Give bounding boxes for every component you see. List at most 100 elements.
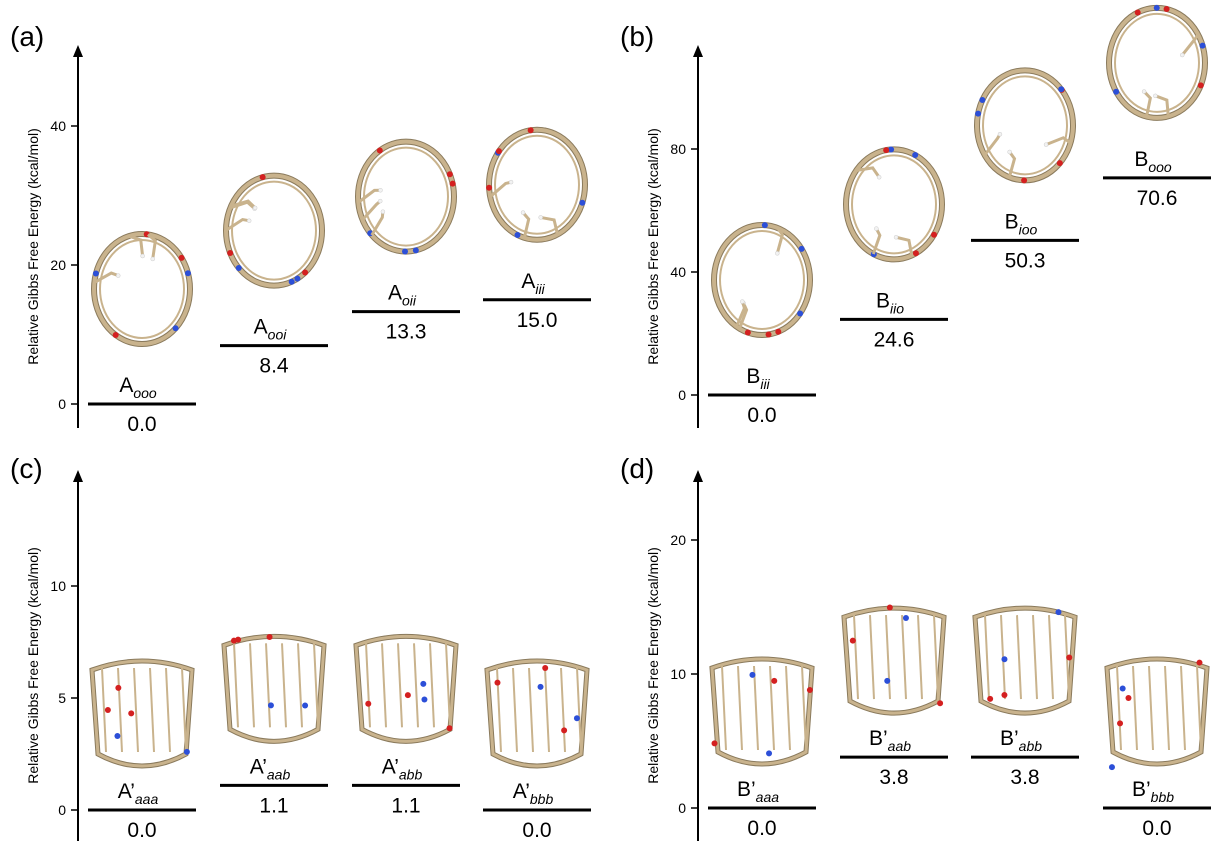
y-tick-label: 10 [50,578,66,594]
ring-bond [901,615,907,700]
heteroatom [537,683,544,690]
macrocycle-ring [1107,5,1207,120]
species-base: A’ [513,780,530,803]
molecule-structure [974,67,1076,184]
heteroatom [886,604,893,611]
panel-b: (b) Relative Gibbs Free Energy (kcal/mol)… [615,0,1213,440]
heteroatom [404,692,411,699]
heteroatom [749,671,756,678]
hydrogen-atom [150,256,155,262]
energy-diagram-svg: (a) Relative Gibbs Free Energy (kcal/mol)… [10,21,591,436]
species-subscript: iio [890,300,904,316]
heteroatom [573,715,580,722]
y-axis-arrow [73,45,83,57]
molecule-structure [486,126,588,243]
heteroatom [797,310,804,317]
heteroatom [420,680,427,687]
heteroatom [1153,4,1160,11]
species-base: B [876,289,890,312]
heteroatom [912,250,919,257]
heteroatom [172,325,179,332]
heteroatom [579,199,586,206]
species-subscript: iii [760,376,770,392]
level-Bprime-bbb: 0.0 B’bbb [1103,656,1211,840]
y-tick-label: 20 [670,532,686,548]
panel-d: (d) Relative Gibbs Free Energy (kcal/mol)… [615,440,1213,841]
side-group [489,180,512,198]
macrocycle-ring [712,223,812,337]
species-label: A’aab [250,755,291,782]
species-base: B’ [1000,727,1019,750]
heteroatom [766,750,773,757]
species-label: Aoii [388,282,417,309]
hydrogen-atom [893,235,899,240]
molecule-structure [843,146,945,263]
level-Bprime-abb: 3.8 B’abb [971,605,1079,789]
heteroatom [486,184,493,191]
ring-bond [917,615,923,700]
energy-value-label: 15.0 [517,309,558,332]
species-base: A’ [118,780,135,803]
heteroatom [104,707,111,714]
ring-bond [528,667,534,753]
hydrogen-atom [246,218,252,223]
side-group [1045,136,1072,147]
ring-bond [853,615,859,700]
panel-label: (c) [10,453,43,484]
heteroatom [1134,9,1141,16]
hydrogen-atom [1141,89,1147,94]
heteroatom [1119,685,1126,692]
nanobelt [842,606,946,715]
ring-bond [297,643,303,728]
heteroatom [494,679,501,686]
nanobelt [222,634,326,743]
ring-bond [737,665,743,751]
side-group [1007,151,1017,178]
heteroatom [235,264,242,271]
ring-bond [1116,665,1122,751]
energy-value-label: 50.3 [1005,249,1046,272]
heteroatom [495,148,502,155]
species-subscript: abb [399,766,423,782]
side-group [1154,94,1170,117]
level-Aprime-aaa: 0.0 A’aaa [88,658,196,841]
panel-label: (a) [10,21,44,52]
y-tick-label: 40 [670,264,686,280]
ring-bond [885,615,891,700]
species-base: B [1005,210,1019,233]
hydrogen-atom [740,299,745,304]
species-label: B’aaa [737,778,779,805]
hydrogen-atom [520,210,526,215]
species-label: B’abb [1000,727,1042,754]
ring-bond [1196,665,1202,751]
side-group [357,188,381,204]
heteroatom [1125,694,1132,701]
heteroatom [765,331,772,338]
heteroatom [711,740,718,747]
level-A-iii: 15.0 Aiii [483,126,591,332]
ring-bond [365,643,371,728]
hydrogen-atom [508,179,514,185]
hydrogen-atom [1043,142,1049,147]
heteroatom [1055,609,1062,616]
side-group [1181,33,1200,56]
macrocycle-inner-ring [851,154,937,255]
species-base: B’ [1132,778,1151,801]
ring-bond [576,667,582,753]
level-B-iio: 24.6 Biio [840,146,948,351]
energy-value-label: 24.6 [874,328,915,351]
heteroatom [365,700,372,707]
species-label: Aooi [254,316,288,343]
ring-bond [249,643,255,728]
heteroatom [849,637,856,644]
macrocycle-inner-ring [982,75,1068,176]
hydrogen-atom [252,205,258,211]
species-base: A [119,374,133,397]
hydrogen-atom [140,253,145,259]
species-label: A’abb [382,755,423,782]
level-B-ioo: 50.3 Bioo [971,67,1079,272]
heteroatom [259,174,266,181]
heteroatom [412,247,419,254]
level-Aprime-abb: 1.1 A’abb [352,633,460,817]
macrocycle-ring [92,232,192,346]
